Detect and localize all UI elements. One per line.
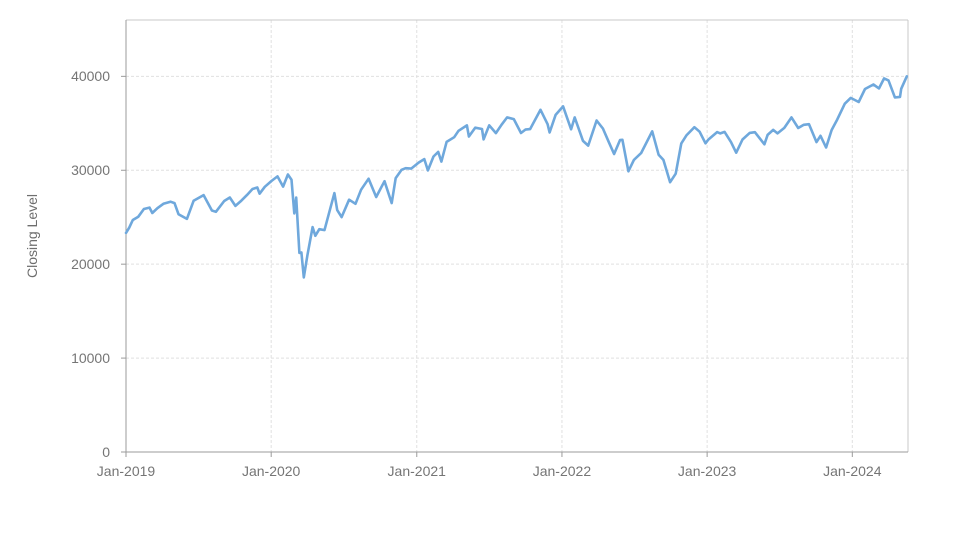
- x-tick-label: Jan-2021: [387, 463, 446, 479]
- x-tick-label: Jan-2020: [241, 463, 301, 479]
- gridlines: [126, 20, 908, 452]
- y-tick-label: 40000: [71, 68, 110, 85]
- series-line-closing-level: [124, 75, 909, 279]
- y-axis-title: Closing Level: [24, 193, 40, 279]
- y-tick-label: 10000: [71, 350, 110, 367]
- tick-marks: [121, 75, 853, 457]
- x-tick-label: Jan-2022: [532, 463, 592, 479]
- x-tick-label: Jan-2024: [823, 463, 882, 479]
- x-tick-label: Jan-2023: [677, 463, 737, 479]
- y-tick-label: 20000: [71, 256, 110, 273]
- x-tick-label: Jan-2019: [96, 463, 156, 479]
- y-tick-label: 30000: [71, 162, 110, 179]
- plot-border: [125, 19, 909, 453]
- y-tick-label: 0: [102, 444, 110, 460]
